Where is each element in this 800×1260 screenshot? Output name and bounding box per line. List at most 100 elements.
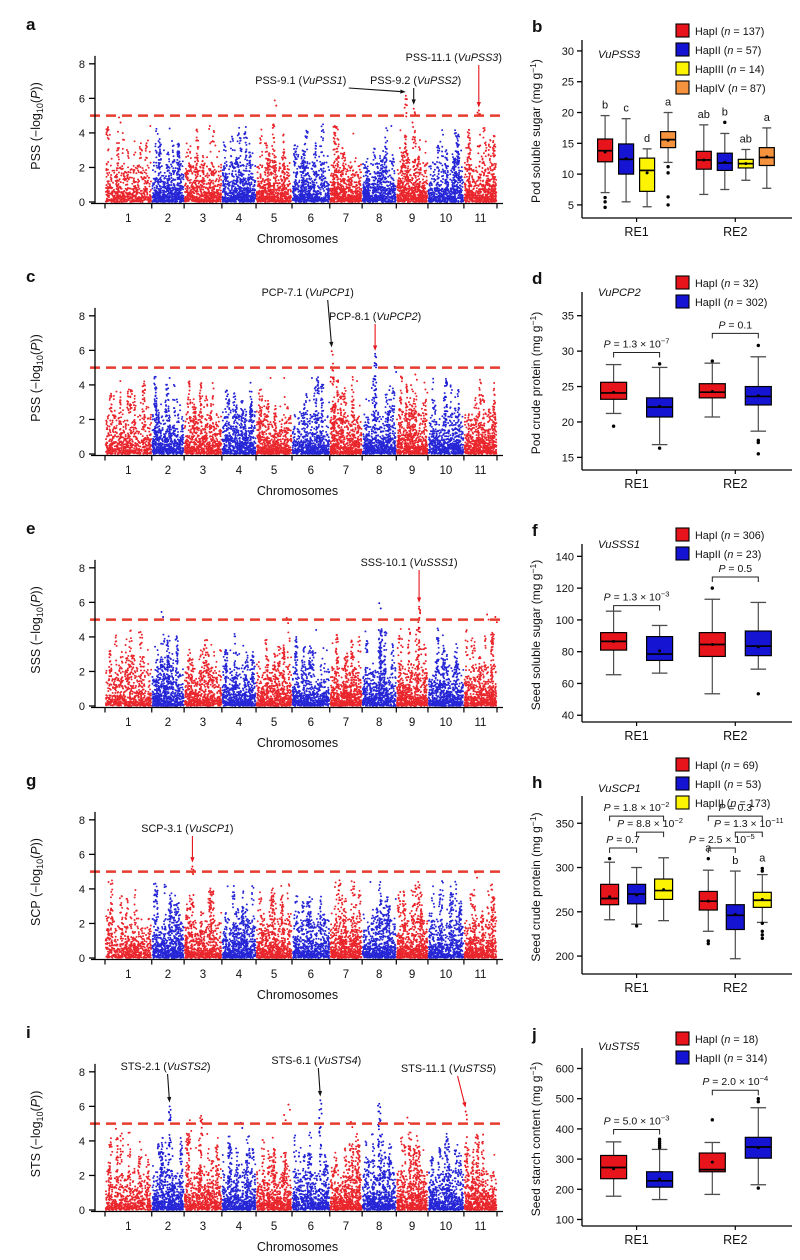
chromosome-tick-label: 9 xyxy=(409,1221,415,1233)
y-tick-label: 8 xyxy=(79,563,85,575)
panel-letter: e xyxy=(26,519,35,538)
x-axis: 1 2 3 4 5 6 7 8 9 10 11 Chromosomes xyxy=(91,454,503,498)
group-label: RE2 xyxy=(723,477,747,491)
x-axis-title: Chromosomes xyxy=(257,1240,338,1254)
chromosome-tick-label: 8 xyxy=(376,717,382,729)
chromosome-tick-label: 9 xyxy=(409,213,415,225)
y-tick-label: 6 xyxy=(79,597,85,609)
y-tick-label: 8 xyxy=(79,59,85,71)
significant-peak-points xyxy=(167,1099,382,1197)
qtl-annotation: PSS-9.2 (VuPSS2) xyxy=(370,75,461,105)
qtl-annotation: SSS-10.1 (VuSSS1) xyxy=(361,557,458,603)
box-red-re1 xyxy=(596,114,614,210)
box-red-re1 xyxy=(599,363,628,428)
pvalue-label: P = 0.1 xyxy=(719,319,753,331)
legend-label: HapI (n = 32) xyxy=(695,278,758,290)
chromosome-tick-label: 1 xyxy=(125,969,131,981)
qtl-annotation: STS-11.1 (VuSTS5) xyxy=(401,1063,496,1108)
chromosome-tick-label: 9 xyxy=(409,717,415,729)
significance-letter: b xyxy=(602,100,608,112)
significant-peak-points xyxy=(372,352,449,434)
chromosome-tick-label: 3 xyxy=(200,969,206,981)
pvalue-label: P = 1.3 × 10−3 xyxy=(604,590,670,604)
y-axis-title: PSS (−log10(P)) xyxy=(29,82,45,170)
chromosome-tick-label: 7 xyxy=(343,969,349,981)
y-tick-label: 2 xyxy=(79,666,85,678)
chromosome-tick-label: 4 xyxy=(236,969,243,981)
chromosome-tick-label: 8 xyxy=(376,969,382,981)
y-axis: 0 2 4 6 8 SSS (−log10(P)) xyxy=(29,559,96,713)
mean-marker xyxy=(608,895,612,899)
y-tick-label: 10 xyxy=(562,169,574,181)
y-axis: 0 2 4 6 8 PSS (−log10(P)) xyxy=(29,55,96,209)
y-tick-label: 8 xyxy=(79,1067,85,1079)
box-red-re2 xyxy=(698,359,726,418)
outlier-point xyxy=(760,929,764,933)
y-tick-label: 25 xyxy=(562,77,574,89)
chromosome-tick-label: 4 xyxy=(236,717,243,729)
chromosome-tick-label: 10 xyxy=(440,1221,453,1233)
manhattan-plot-panel-e: 0 2 4 6 8 SSS (−log10(P)) 1 2 3 4 5 6 7 8 9 10 11 Chromos… xyxy=(26,519,506,750)
mean-marker xyxy=(744,162,748,166)
qtl-annotation: STS-6.1 (VuSTS4) xyxy=(271,1055,361,1097)
legend-swatch-hapi xyxy=(675,23,690,38)
chromosome-tick-label: 7 xyxy=(343,213,349,225)
y-tick-label: 0 xyxy=(79,197,85,209)
outlier-point xyxy=(756,1096,760,1101)
y-tick-label: 2 xyxy=(79,1170,85,1182)
chromosome-tick-label: 3 xyxy=(200,717,206,729)
box-blue-re2 xyxy=(716,120,733,191)
y-tick-label: 2 xyxy=(79,162,85,174)
y-tick-label: 4 xyxy=(79,128,85,140)
box-orange-re1 xyxy=(660,111,677,207)
y-tick-label: 350 xyxy=(556,818,574,830)
figure-row-3: 0 2 4 6 8 SSS (−log10(P)) 1 2 3 4 5 6 7 8 9 10 11 Chromos… xyxy=(0,504,800,756)
legend-label: HapII (n = 302) xyxy=(695,297,767,309)
figure-row-1: 0 2 4 6 8 PSS (−log10(P)) 1 2 3 4 5 6 7 8 9 10 11 Chromos… xyxy=(0,0,800,252)
outlier-point xyxy=(706,939,710,943)
chromosome-tick-label: 1 xyxy=(125,717,131,729)
qtl-annotation: SCP-3.1 (VuSCP1) xyxy=(141,823,234,863)
legend-swatch-hapiii xyxy=(675,61,690,76)
legend-swatch-hapi xyxy=(675,527,690,542)
figure-row-2: 0 2 4 6 8 PSS (−log10(P)) 1 2 3 4 5 6 7 8 9 10 11 Chromos… xyxy=(0,252,800,504)
mean-marker xyxy=(702,158,706,162)
gene-title: VuPCP2 xyxy=(598,287,641,299)
x-axis: 1 2 3 4 5 6 7 8 9 10 11 Chromosomes xyxy=(91,958,503,1002)
outlier-point xyxy=(760,869,764,873)
y-tick-label: 4 xyxy=(79,1136,85,1148)
qtl-annotation: PSS-9.1 (VuPSS1) xyxy=(255,75,406,94)
y-tick-label: 140 xyxy=(556,551,574,563)
y-tick-label: 300 xyxy=(556,1154,574,1166)
qtl-annotation-label: PSS-9.2 (VuPSS2) xyxy=(370,75,461,87)
gene-title: VuSTS5 xyxy=(598,1041,640,1053)
gene-title: VuPSS3 xyxy=(598,49,641,61)
pvalue-bracket: P = 1.3 × 10−3 xyxy=(604,590,670,611)
x-axis-title: Chromosomes xyxy=(257,988,338,1002)
group-label: RE1 xyxy=(624,729,648,743)
legend: HapI (n = 69) HapII (n = 53) HapIII (n = 1… xyxy=(675,757,770,810)
significant-peak-points xyxy=(113,1103,468,1182)
chromosome-tick-label: 4 xyxy=(236,213,243,225)
group-label: RE1 xyxy=(624,1233,648,1247)
y-tick-label: 4 xyxy=(79,632,85,644)
y-tick-label: 40 xyxy=(562,710,574,722)
group-label: RE2 xyxy=(723,981,747,995)
mean-marker xyxy=(658,404,662,408)
qtl-annotation-label: SSS-10.1 (VuSSS1) xyxy=(361,557,458,569)
outlier-point xyxy=(607,856,612,861)
chromosome-tick-label: 9 xyxy=(409,465,415,477)
y-tick-label: 20 xyxy=(562,417,574,429)
pvalue-label: P = 0.5 xyxy=(719,563,753,575)
pvalue-label: P = 5.0 × 10−3 xyxy=(604,1113,670,1127)
pvalue-label: P = 8.8 × 10−2 xyxy=(617,816,683,830)
box-blue-re1 xyxy=(645,624,674,674)
mean-marker xyxy=(658,649,662,653)
boxplot-panel-b: 5 10 15 20 25 30 Pod soluble sugar (mg g−1) RE1… xyxy=(528,17,792,239)
chromosome-tick-label: 1 xyxy=(125,465,131,477)
chromosome-tick-label: 6 xyxy=(308,465,314,477)
manhattan-plot-panel-i: 0 2 4 6 8 STS (−log10(P)) 1 2 3 4 5 6 7 8 9 10 11 Chromos… xyxy=(26,1023,506,1254)
legend: HapI (n = 18) HapII (n = 314) xyxy=(675,1031,767,1065)
y-tick-label: 4 xyxy=(79,380,85,392)
chromosome-tick-label: 11 xyxy=(474,465,486,477)
